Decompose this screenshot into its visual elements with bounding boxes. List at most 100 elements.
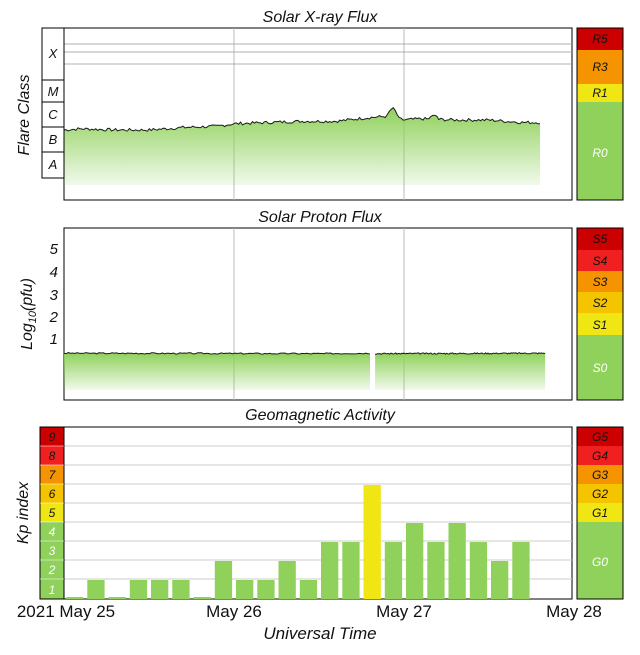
g-scale-g3 — [577, 465, 623, 484]
proton-ylabel-sub: 10 — [27, 310, 39, 323]
g-scale-label: G2 — [592, 487, 608, 501]
s-scale-s2 — [577, 292, 623, 313]
kp-ladder-frame — [39, 426, 65, 600]
proton-ytick: 3 — [50, 287, 59, 304]
g-scale-label: G0 — [592, 555, 608, 569]
x-tick-label: May 26 — [206, 602, 262, 621]
kp-bar — [236, 580, 254, 599]
xray-title: Solar X-ray Flux — [263, 9, 379, 26]
flare-class-c: C — [48, 107, 58, 122]
proton-flux-fill — [64, 352, 370, 390]
r-scale-label: R1 — [592, 86, 607, 100]
r-scale-frame — [576, 27, 624, 201]
xray-ylabel: Flare Class — [16, 75, 33, 156]
proton-series — [63, 352, 546, 390]
kp-bar — [214, 561, 233, 599]
g-scale-g2 — [577, 484, 623, 503]
x-tick-label: May 27 — [376, 602, 432, 621]
kp-bar — [108, 597, 126, 599]
r-scale-r5 — [577, 28, 623, 50]
kp-level-1 — [40, 579, 64, 599]
kp-ytick: 3 — [49, 544, 56, 558]
kp-bar — [87, 580, 105, 599]
s-scale-label: S1 — [593, 318, 608, 332]
proton-ylabel-log: Log — [19, 323, 36, 350]
proton-ytick: 4 — [50, 264, 58, 281]
r-scale-label: R3 — [592, 60, 608, 74]
kp-ytick: 7 — [49, 468, 57, 482]
x-tick-label: 2021 May 25 — [17, 602, 115, 621]
xray-flux-fill — [64, 107, 540, 185]
kp-bar — [257, 580, 275, 599]
s-scale-s1 — [577, 313, 623, 335]
g-scale-g4 — [577, 446, 623, 465]
flare-class-x: X — [48, 46, 59, 61]
kp-bar — [406, 523, 424, 599]
kp-ytick: 8 — [49, 449, 56, 463]
r-scale-r1 — [577, 84, 623, 102]
flare-class-b: B — [49, 132, 58, 147]
flare-class-m: M — [48, 84, 59, 99]
r-scale-label: R0 — [592, 146, 608, 160]
s-scale-label: S5 — [593, 232, 608, 246]
kp-bar — [193, 597, 211, 599]
kp-bar — [299, 580, 318, 599]
g-scale-label: G1 — [592, 506, 608, 520]
kp-level-7 — [40, 465, 64, 484]
kp-bar — [151, 580, 169, 599]
kp-ytick: 9 — [49, 430, 56, 444]
g-scale-label: G5 — [592, 430, 608, 444]
x-tick-label: May 28 — [546, 602, 602, 621]
kp-level-6 — [40, 484, 64, 503]
kp-bar — [321, 542, 339, 599]
s-scale-label: S2 — [593, 296, 608, 310]
g-scale-label: G3 — [592, 468, 608, 482]
kp-level-3 — [40, 541, 64, 560]
kp-bar — [172, 580, 190, 599]
s-scale-label: S3 — [593, 275, 608, 289]
proton-flux-line — [63, 352, 371, 355]
kp-level-9 — [40, 427, 64, 446]
x-axis-title: Universal Time — [263, 624, 376, 643]
kp-bar — [384, 542, 403, 599]
g-scale-g0 — [577, 522, 623, 599]
kp-ytick: 2 — [48, 563, 56, 577]
proton-ylabel: Log10(pfu) — [19, 278, 39, 350]
kp-bars — [66, 485, 530, 599]
kp-bar — [363, 485, 381, 599]
kp-ytick: 1 — [49, 583, 56, 597]
g-scale-g5 — [577, 427, 623, 446]
proton-ytick: 2 — [49, 309, 59, 326]
r-scale-r3 — [577, 50, 623, 84]
kp-ytick: 4 — [49, 525, 56, 539]
kp-level-2 — [40, 560, 64, 579]
s-scale-s0 — [577, 335, 623, 400]
s-scale-label: S0 — [593, 361, 608, 375]
kp-bar — [342, 542, 360, 599]
proton-ylabel-tail: (pfu) — [19, 278, 36, 311]
kp-plot-frame — [63, 426, 573, 600]
kp-bar — [491, 561, 509, 599]
r-scale-r0 — [577, 102, 623, 200]
proton-ytick: 1 — [50, 331, 58, 348]
proton-flux-fill — [375, 352, 546, 390]
r-scale-label: R5 — [592, 32, 608, 46]
xray-flux-line — [63, 106, 541, 132]
kp-level-5 — [40, 503, 64, 522]
kp-ylabel: Kp index — [15, 481, 32, 544]
kp-bar — [427, 542, 445, 599]
xray-series — [63, 106, 541, 185]
proton-title: Solar Proton Flux — [258, 209, 383, 226]
kp-bar — [66, 597, 84, 599]
kp-ytick: 5 — [49, 506, 56, 520]
s-scale-s5 — [577, 228, 623, 250]
kp-level-8 — [40, 446, 64, 465]
kp-bar — [512, 542, 530, 599]
s-scale-s4 — [577, 250, 623, 271]
g-scale-g1 — [577, 503, 623, 522]
kp-ytick: 6 — [49, 487, 56, 501]
g-scale-frame — [576, 426, 624, 600]
kp-bar — [469, 542, 488, 599]
